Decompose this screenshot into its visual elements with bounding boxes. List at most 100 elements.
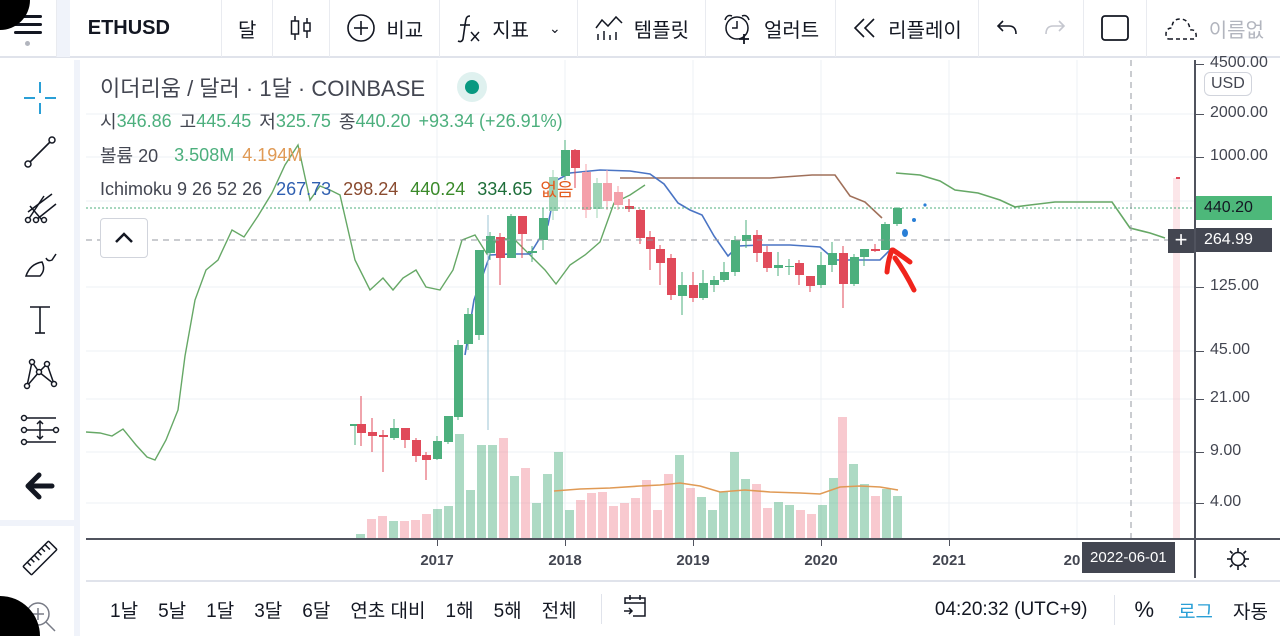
price-label: 21.00 xyxy=(1210,389,1251,406)
bottom-toolbar: 1날 5날 1달 3달 6달 연초 대비 1해 5해 전체 04:20:32 (… xyxy=(86,580,1280,636)
percent-scale-toggle[interactable]: % xyxy=(1134,597,1155,622)
axis-tick xyxy=(1196,64,1204,65)
axis-tick xyxy=(1196,351,1204,352)
crosshair-date-tag: 2022-06-01 xyxy=(1082,542,1175,573)
indicators-button[interactable]: 지표 ⌄ xyxy=(440,0,578,57)
menu-button[interactable] xyxy=(0,0,57,57)
go-to-date-button[interactable] xyxy=(616,593,654,625)
last-price-tag: 440.20 xyxy=(1196,196,1272,220)
crosshair-icon xyxy=(24,82,56,114)
hide-toolbar-button[interactable] xyxy=(16,464,64,508)
price-label: 9.00 xyxy=(1210,442,1242,459)
save-layout-button[interactable]: 이름없 xyxy=(1147,0,1280,57)
chart-legend: 이더리움 / 달러 · 1달 · COINBASE 시 346.86 고 445.4… xyxy=(100,70,581,206)
range-6m[interactable]: 6달 xyxy=(302,600,331,622)
high-value: 445.45 xyxy=(196,110,252,131)
time-label: 20 xyxy=(1063,552,1081,569)
pitchfork-tool[interactable] xyxy=(16,186,64,230)
price-label: 4500.00 xyxy=(1210,54,1268,71)
range-all[interactable]: 전체 xyxy=(541,600,577,622)
axis-tick xyxy=(1196,114,1204,115)
alert-button[interactable]: 얼러트 xyxy=(706,0,837,57)
redo-icon[interactable] xyxy=(1043,18,1067,38)
ohlc-row: 시 346.86 고 445.45 저 325.75 종 440.20 +93.34 (… xyxy=(100,104,581,138)
chart-settings-button[interactable] xyxy=(1194,538,1280,578)
measure-range-tool[interactable] xyxy=(16,408,64,452)
symbol-title-row[interactable]: 이더리움 / 달러 · 1달 · COINBASE xyxy=(100,70,581,104)
toolbar-divider xyxy=(0,520,80,526)
brush-icon xyxy=(24,253,57,277)
close-value: 440.20 xyxy=(355,110,411,131)
collapse-legend-button[interactable] xyxy=(100,218,148,258)
chevron-down-icon: ⌄ xyxy=(549,19,561,36)
range-3m[interactable]: 3달 xyxy=(254,600,283,622)
ruler-icon xyxy=(22,540,58,576)
top-toolbar: ETHUSD 달 비교 지표 ⌄ 템플릿 얼러트 리플레이 이름없 xyxy=(0,0,1280,58)
market-status-icon[interactable] xyxy=(457,72,488,102)
trend-line-icon xyxy=(24,136,56,168)
range-5y[interactable]: 5해 xyxy=(493,600,522,622)
range-ytd[interactable]: 연초 대비 xyxy=(350,600,426,622)
chevron-up-icon xyxy=(115,232,133,243)
square-icon xyxy=(1100,15,1129,41)
divider xyxy=(1113,595,1115,625)
brush-tool[interactable] xyxy=(16,242,64,286)
auto-scale-toggle[interactable]: 자동 xyxy=(1233,601,1268,623)
ruler-tool[interactable] xyxy=(16,536,64,580)
time-label: 2021 xyxy=(932,552,966,569)
layout-name: 이름없 xyxy=(1208,19,1264,42)
indicators-label: 지표 xyxy=(492,19,530,42)
open-value: 346.86 xyxy=(116,110,172,131)
templates-button[interactable]: 템플릿 xyxy=(578,0,706,57)
menu-dot xyxy=(25,41,31,46)
compare-button[interactable]: 비교 xyxy=(330,0,441,57)
low-value: 325.75 xyxy=(275,110,331,131)
ichimoku-conversion-value: 267.73 xyxy=(276,178,332,199)
alarm-clock-icon xyxy=(724,14,750,44)
time-axis[interactable]: 2017 2018 2019 2020 2021 20 2022-06-01 xyxy=(86,538,1194,578)
text-icon xyxy=(30,306,50,334)
log-scale-toggle[interactable]: 로그 xyxy=(1178,601,1214,623)
range-5d[interactable]: 5날 xyxy=(158,600,187,622)
plus-circle-icon xyxy=(347,14,376,42)
symbol-title: 이더리움 / 달러 · 1달 · COINBASE xyxy=(100,76,426,101)
replay-button[interactable]: 리플레이 xyxy=(836,0,979,57)
range-1y[interactable]: 1해 xyxy=(445,600,474,622)
symbol-search-button[interactable]: ETHUSD xyxy=(70,0,222,57)
replay-label: 리플레이 xyxy=(888,19,962,42)
currency-button[interactable]: USD xyxy=(1204,72,1252,96)
arrow-left-icon xyxy=(25,472,55,500)
ichimoku-legend-row[interactable]: Ichimoku 9 26 52 26 267.73 298.24 440.24… xyxy=(100,172,581,206)
ichimoku-lagging-value: 없음 xyxy=(540,180,574,200)
clock-timezone-button[interactable]: 04:20:32 (UTC+9) xyxy=(934,599,1088,620)
fullscreen-button[interactable] xyxy=(1084,0,1147,57)
crosshair-tool[interactable] xyxy=(16,76,64,120)
price-axis[interactable]: 4500.00 USD 2000.00 1000.00 440.20 264.9… xyxy=(1194,54,1280,538)
range-1d[interactable]: 1날 xyxy=(110,600,139,622)
range-1m[interactable]: 1달 xyxy=(206,600,235,622)
pattern-tool[interactable] xyxy=(16,352,64,396)
cloud-icon xyxy=(1165,18,1197,40)
price-label: 125.00 xyxy=(1210,277,1259,294)
fx-icon xyxy=(457,15,480,43)
price-label: 1000.00 xyxy=(1210,147,1268,164)
chart-type-button[interactable] xyxy=(273,0,331,57)
interval-button[interactable]: 달 xyxy=(222,0,274,57)
price-label: 2000.00 xyxy=(1210,104,1268,121)
text-tool[interactable] xyxy=(16,298,64,342)
trend-line-tool[interactable] xyxy=(16,130,64,174)
open-label: 시 xyxy=(100,112,117,132)
undo-icon[interactable] xyxy=(995,18,1019,38)
volume-value: 3.508M xyxy=(174,144,235,165)
crosshair-price-tag: 264.99 xyxy=(1196,228,1272,252)
pattern-icon xyxy=(23,358,58,390)
add-alert-plus-button[interactable]: + xyxy=(1168,229,1194,253)
compare-label: 비교 xyxy=(386,19,424,42)
axis-tick xyxy=(1196,452,1204,453)
axis-tick xyxy=(1196,157,1204,158)
ichimoku-lead2-value: 334.65 xyxy=(477,178,533,199)
chart-pane[interactable] xyxy=(86,60,1194,538)
volume-legend-row[interactable]: 볼륨 20 3.508M 4.194M xyxy=(100,138,581,172)
price-range-icon xyxy=(20,414,60,446)
hamburger-icon xyxy=(13,10,42,39)
